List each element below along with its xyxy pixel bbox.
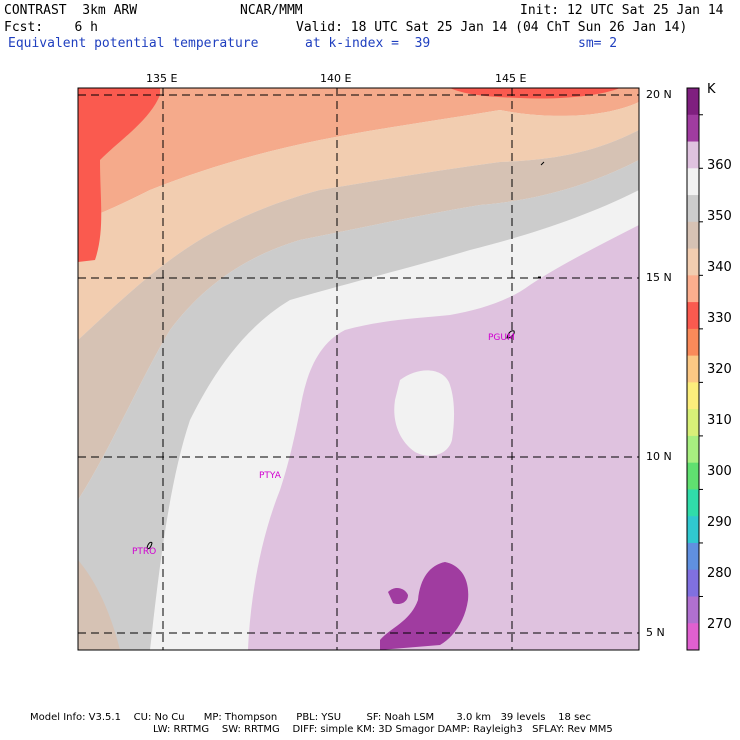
colorbar-swatch [687,489,699,517]
colorbar-swatch [687,168,699,196]
shade-darkpurple-small [388,588,408,605]
shade-orange [78,88,639,222]
smoothing-label: sm= 2 [578,36,618,51]
colorbar-label-330: 330 [707,311,732,326]
colorbar-swatch [687,569,699,597]
forecast-hour: Fcst: 6 h [4,20,98,35]
map-frame [77,87,640,651]
colorbar-label-290: 290 [707,515,732,530]
island-guam [506,330,515,339]
lat-label-10: 10 N [646,450,672,463]
shade-peach [78,102,639,340]
colorbar-swatch [687,195,699,223]
valid-time: Valid: 18 UTC Sat 25 Jan 14 (04 ChT Sun … [296,20,688,35]
colorbar-swatch [687,596,699,624]
colorbar-swatch [687,382,699,410]
shade-red-top [450,88,620,99]
colorbar-swatch [687,542,699,571]
lon-label-145: 145 E [495,72,527,85]
shade-gray [78,160,639,650]
center-label: NCAR/MMM [240,3,303,18]
colorbar-swatch [687,88,699,116]
colorbar-label-360: 360 [707,158,732,173]
island-mariana-north [540,161,545,166]
colorbar-swatch [687,623,699,651]
colorbar-swatch [687,516,699,544]
shade-tan [78,130,639,500]
colorbar-swatch [687,328,699,357]
lat-label-5: 5 N [646,626,665,639]
shade-redorange [78,88,160,262]
footer-model-info: Model Info: V3.5.1 CU: No Cu MP: Thompso… [30,712,591,723]
colorbar-swatch [687,221,699,250]
station-label-pgum: PGUM [488,333,515,343]
model-title: CONTRAST 3km ARW [4,3,138,18]
colorbar-swatch [687,114,699,143]
footer-physics-info: LW: RRTMG SW: RRTMG DIFF: simple KM: 3D … [153,724,613,735]
colorbar-label-270: 270 [707,617,732,632]
colorbar-label-340: 340 [707,260,732,275]
field-name: Equivalent potential temperature [8,36,259,51]
colorbar-swatch [687,435,699,464]
init-time: Init: 12 UTC Sat 25 Jan 14 [520,3,724,18]
lon-label-135: 135 E [146,72,178,85]
colorbar-swatch [687,302,699,330]
lat-label-20: 20 N [646,88,672,101]
level-label: at k-index = 39 [305,36,431,51]
colorbar-swatch [687,462,699,490]
colorbar-swatch [687,141,699,169]
island-palau [146,541,153,550]
station-label-ptro: PTRO [132,547,157,557]
colorbar-label-350: 350 [707,209,732,224]
colorbar-label-280: 280 [707,566,732,581]
shade-white-hole [394,370,455,456]
colorbar-label-320: 320 [707,362,732,377]
colorbar-swatch [687,355,699,383]
shade-tan-sw [78,560,120,650]
colorbar-swatch [687,409,699,437]
colorbar-unit: K [707,82,716,97]
shade-darkpurple [380,562,469,650]
station-label-ptya: PTYA [259,471,281,481]
lat-label-15: 15 N [646,271,672,284]
colorbar-label-310: 310 [707,413,732,428]
colorbar [686,87,703,651]
colorbar-label-300: 300 [707,464,732,479]
lon-label-140: 140 E [320,72,352,85]
colorbar-frame [686,87,700,651]
colorbar-swatch [687,248,699,276]
colorbar-swatch [687,275,699,303]
